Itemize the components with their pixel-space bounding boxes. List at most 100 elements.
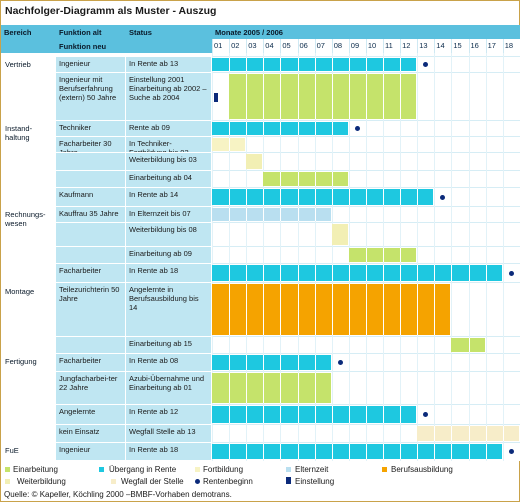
rentenbeginn-marker-row-13 (338, 360, 343, 365)
bar-weiterbildung-row-4 (246, 154, 263, 169)
function-cell-9 (56, 247, 125, 263)
bar-sep-17-4 (280, 444, 281, 459)
bar-sep-1-2 (246, 74, 247, 119)
function-cell-4 (56, 153, 125, 170)
month-04: 04 (263, 39, 280, 53)
legend-swatch-uebergang (99, 467, 104, 472)
month-08: 08 (332, 39, 349, 53)
month-09: 09 (349, 39, 366, 53)
legend-swatch-einarbeitung (5, 467, 10, 472)
status-cell-14: Azubi-Übernahme und Einarbeitung ab 01 (126, 372, 211, 404)
legend-label-weiterbildung: Weiterbildung (17, 477, 66, 486)
bar-sep-6-9 (366, 189, 367, 205)
bar-sep-16-17 (503, 426, 504, 441)
bar-sep-11-10 (383, 284, 384, 335)
status-cell-15: In Rente ab 12 (126, 405, 211, 424)
bar-sep-17-2 (246, 444, 247, 459)
bar-sep-16-14 (451, 426, 452, 441)
bar-sep-15-4 (280, 406, 281, 423)
bar-sep-10-12 (417, 265, 418, 281)
legend-label-uebergang: Übergang in Rente (109, 465, 176, 474)
bar-sep-14-3 (263, 373, 264, 403)
month-17: 17 (486, 39, 503, 53)
header-bereich: Bereich (1, 25, 56, 53)
bar-sep-13-3 (263, 355, 264, 370)
bar-sep-6-10 (383, 189, 384, 205)
function-cell-12 (56, 337, 125, 353)
bar-sep-10-2 (246, 265, 247, 281)
bar-sep-2-2 (246, 122, 247, 135)
bar-sep-17-7 (332, 444, 333, 459)
bar-sep-10-6 (315, 265, 316, 281)
bar-sep-11-7 (332, 284, 333, 335)
function-cell-16: kein Einsatz (56, 425, 125, 442)
status-cell-7: In Elternzeit bis 07 (126, 207, 211, 222)
bar-sep-17-5 (298, 444, 299, 459)
bar-sep-5-6 (315, 172, 316, 186)
bar-sep-6-3 (263, 189, 264, 205)
month-07: 07 (315, 39, 332, 53)
bar-sep-17-6 (315, 444, 316, 459)
legend-swatch-elternzeit (286, 467, 291, 472)
month-gridline-15 (469, 53, 470, 461)
bar-sep-7-3 (263, 208, 264, 221)
bar-sep-1-11 (400, 74, 401, 119)
bar-sep-7-2 (246, 208, 247, 221)
bar-sep-17-8 (349, 444, 350, 459)
bar-sep-7-1 (229, 208, 230, 221)
bar-sep-10-4 (280, 265, 281, 281)
bar-sep-6-7 (332, 189, 333, 205)
month-15: 15 (451, 39, 468, 53)
bar-sep-0-5 (298, 58, 299, 71)
section-column-bg (1, 53, 56, 461)
function-cell-14: Jungfacharbei-ter 22 Jahre (56, 372, 125, 404)
bar-sep-0-9 (366, 58, 367, 71)
bar-sep-6-11 (400, 189, 401, 205)
bar-sep-6-2 (246, 189, 247, 205)
month-gridline-12 (417, 53, 418, 461)
bar-sep-10-7 (332, 265, 333, 281)
month-01: 01 (212, 39, 229, 53)
month-14: 14 (434, 39, 451, 53)
bar-sep-16-16 (486, 426, 487, 441)
bar-sep-15-3 (263, 406, 264, 423)
bar-sep-13-4 (280, 355, 281, 370)
bar-sep-10-3 (263, 265, 264, 281)
month-10: 10 (366, 39, 383, 53)
rentenbeginn-marker-row-17 (509, 449, 514, 454)
section-0: Vertrieb (3, 59, 54, 81)
bar-sep-2-5 (298, 122, 299, 135)
bar-sep-3-1 (229, 138, 230, 151)
bar-sep-13-6 (315, 355, 316, 370)
month-06: 06 (298, 39, 315, 53)
bar-sep-6-8 (349, 189, 350, 205)
bar-sep-0-3 (263, 58, 264, 71)
month-gridline-17 (503, 53, 504, 461)
bar-sep-11-2 (246, 284, 247, 335)
bar-sep-1-3 (263, 74, 264, 119)
bar-sep-16-13 (434, 426, 435, 441)
bar-sep-17-13 (434, 444, 435, 459)
bar-sep-6-5 (298, 189, 299, 205)
bar-sep-15-10 (383, 406, 384, 423)
bar-sep-6-4 (280, 189, 281, 205)
function-cell-7: Kauffrau 35 Jahre (56, 207, 125, 222)
header-status: Status (126, 25, 212, 53)
bar-sep-14-4 (280, 373, 281, 403)
bar-sep-0-11 (400, 58, 401, 71)
bar-sep-10-10 (383, 265, 384, 281)
status-cell-16: Wegfall Stelle ab 13 (126, 425, 211, 442)
bar-sep-10-16 (486, 265, 487, 281)
legend-swatch-berufsausbildung (382, 467, 387, 472)
bar-sep-9-10 (383, 248, 384, 262)
legend-swatch-weiterbildung (5, 479, 10, 484)
legend-label-elternzeit: Elternzeit (295, 465, 328, 474)
bar-sep-0-4 (280, 58, 281, 71)
status-cell-8: Weiterbildung bis 08 (126, 223, 211, 246)
header-monate: Monate 2005 / 2006 (212, 25, 520, 39)
bar-sep-12-15 (469, 338, 470, 352)
status-cell-3: In Techniker-Fortbildung bis 02 (126, 137, 211, 152)
legend-marker-einstellung (286, 477, 291, 484)
bar-sep-1-5 (298, 74, 299, 119)
legend-label-fortbildung: Fortbildung (203, 465, 243, 474)
